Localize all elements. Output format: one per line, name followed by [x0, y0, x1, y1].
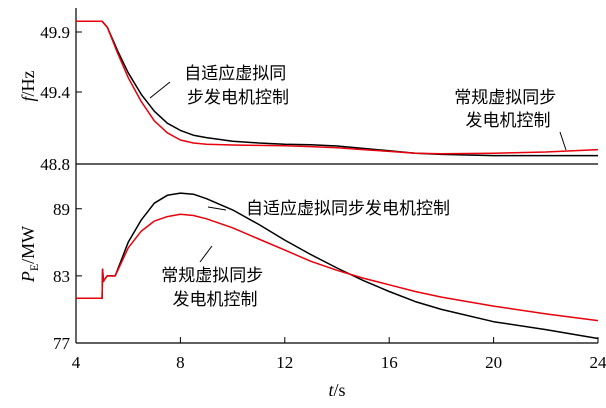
- bottom-annotation-conventional-leader: [199, 245, 213, 263]
- x-tick-label: 24: [590, 353, 606, 372]
- x-tick-label: 20: [485, 353, 502, 372]
- top-y-tick-label: 48.8: [40, 155, 70, 174]
- top-y-tick-label: 49.9: [40, 23, 70, 42]
- top-y-tick-label: 49.4: [40, 83, 70, 102]
- x-tick-label: 12: [276, 353, 293, 372]
- bottom-y-axis-label: PE/MW: [18, 226, 41, 283]
- bottom-annotation-adaptive-leader: [207, 206, 227, 211]
- bottom-y-tick-label: 89: [53, 200, 70, 219]
- top-annotation-conventional-leader: [559, 131, 567, 151]
- bottom-annotation-conventional: 常规虚拟同步 发电机控制: [161, 266, 268, 310]
- top-series-line-conventional: [76, 20, 599, 155]
- bottom-panel: 77 83 89 4 8 12 16 20 24 PE/MW t/s 自适应虚拟同步发电机控制…: [18, 164, 606, 400]
- x-tick-label: 4: [72, 353, 81, 372]
- x-axis-label: t/s: [328, 380, 345, 400]
- top-annotation-adaptive: 自适应虚拟同 步发电机控制: [184, 64, 291, 108]
- top-annotation-conventional: 常规虚拟同步 发电机控制: [454, 88, 561, 131]
- top-panel: 48.8 49.4 49.9 f/Hz 自适应虚拟同 步发电机控制 常规虚拟同步 发…: [18, 8, 599, 174]
- top-y-axis-label: f/Hz: [18, 70, 38, 101]
- x-tick-label: 8: [176, 353, 185, 372]
- x-tick-label: 16: [381, 353, 398, 372]
- bottom-annotation-adaptive: 自适应虚拟同步发电机控制: [246, 199, 450, 219]
- top-annotation-adaptive-leader: [149, 81, 171, 99]
- bottom-y-tick-label: 83: [53, 267, 70, 286]
- bottom-y-tick-label: 77: [53, 334, 71, 353]
- bottom-series-line-conventional: [76, 213, 599, 322]
